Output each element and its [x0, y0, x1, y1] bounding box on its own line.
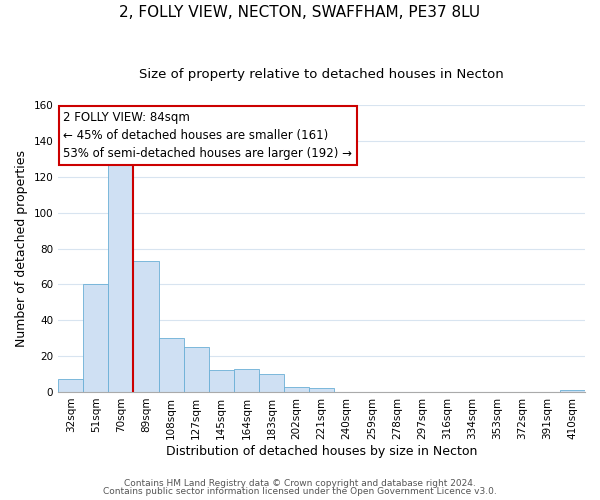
X-axis label: Distribution of detached houses by size in Necton: Distribution of detached houses by size …: [166, 444, 477, 458]
Bar: [234, 368, 259, 392]
Bar: [83, 284, 109, 392]
Bar: [133, 261, 158, 392]
Text: 2, FOLLY VIEW, NECTON, SWAFFHAM, PE37 8LU: 2, FOLLY VIEW, NECTON, SWAFFHAM, PE37 8L…: [119, 5, 481, 20]
Bar: [309, 388, 334, 392]
Y-axis label: Number of detached properties: Number of detached properties: [15, 150, 28, 347]
Text: Contains HM Land Registry data © Crown copyright and database right 2024.: Contains HM Land Registry data © Crown c…: [124, 478, 476, 488]
Title: Size of property relative to detached houses in Necton: Size of property relative to detached ho…: [139, 68, 504, 80]
Text: Contains public sector information licensed under the Open Government Licence v3: Contains public sector information licen…: [103, 487, 497, 496]
Bar: [284, 386, 309, 392]
Bar: [184, 347, 209, 392]
Bar: [209, 370, 234, 392]
Bar: [158, 338, 184, 392]
Bar: [259, 374, 284, 392]
Text: 2 FOLLY VIEW: 84sqm
← 45% of detached houses are smaller (161)
53% of semi-detac: 2 FOLLY VIEW: 84sqm ← 45% of detached ho…: [64, 111, 352, 160]
Bar: [109, 162, 133, 392]
Bar: [58, 380, 83, 392]
Bar: [560, 390, 585, 392]
